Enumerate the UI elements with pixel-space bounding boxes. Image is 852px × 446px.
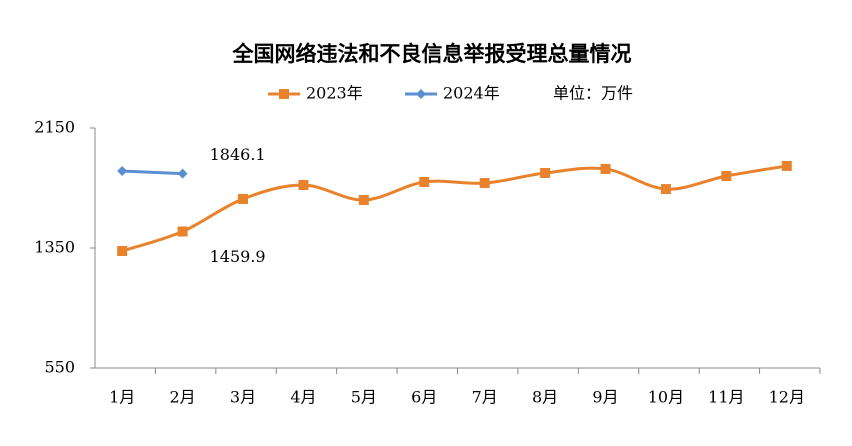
- legend-marker: [279, 89, 289, 99]
- data-label: 1459.9: [210, 247, 266, 266]
- marker: [721, 171, 732, 181]
- y-tick-label: 2150: [34, 118, 75, 137]
- legend-marker: [416, 89, 426, 99]
- x-tick-label: 6月: [411, 388, 437, 407]
- marker: [419, 177, 430, 187]
- unit-note: 单位：万件: [553, 84, 633, 103]
- x-tick-label: 12月: [769, 388, 805, 407]
- marker: [479, 178, 490, 189]
- legend-label: 2023年: [306, 84, 363, 103]
- marker: [177, 226, 188, 237]
- x-tick-label: 1月: [109, 388, 135, 407]
- marker: [358, 195, 369, 205]
- data-label: 1846.1: [210, 145, 266, 164]
- marker: [660, 184, 671, 195]
- marker: [600, 163, 611, 174]
- x-tick-label: 7月: [472, 388, 498, 407]
- marker: [117, 246, 128, 256]
- marker: [781, 160, 792, 171]
- y-tick-label: 550: [44, 358, 75, 377]
- x-tick-label: 2月: [170, 388, 196, 407]
- x-tick-label: 10月: [648, 388, 684, 407]
- x-tick-label: 8月: [532, 388, 558, 407]
- y-tick-label: 1350: [34, 238, 75, 257]
- series-line: [122, 169, 183, 176]
- marker: [540, 168, 551, 178]
- marker: [238, 193, 249, 204]
- x-tick-label: 4月: [290, 388, 316, 407]
- marker: [117, 166, 128, 177]
- x-tick-label: 11月: [708, 388, 744, 407]
- legend-label: 2024年: [443, 84, 500, 103]
- x-tick-label: 5月: [351, 388, 377, 407]
- x-tick-label: 9月: [592, 388, 618, 407]
- x-tick-label: 3月: [230, 388, 256, 407]
- marker: [298, 180, 309, 190]
- marker: [177, 168, 188, 179]
- chart-title: 全国网络违法和不良信息举报受理总量情况: [232, 42, 632, 66]
- series-line: [121, 164, 788, 253]
